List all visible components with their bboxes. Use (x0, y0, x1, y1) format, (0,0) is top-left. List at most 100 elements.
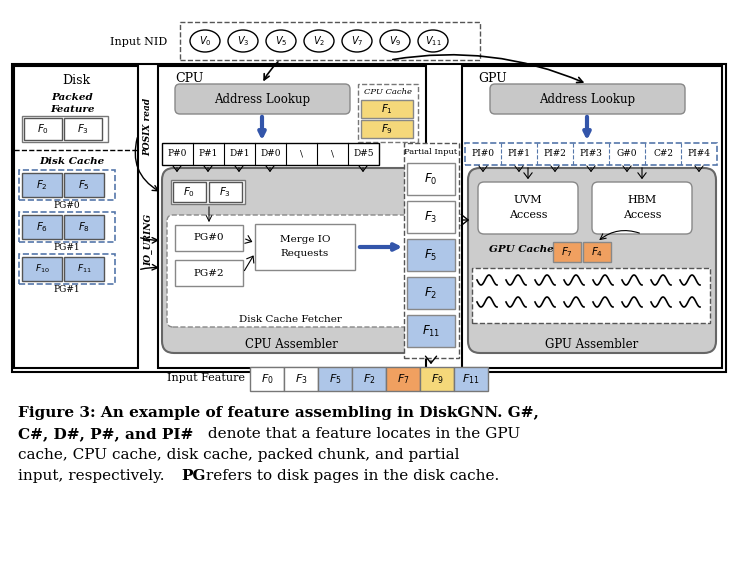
Text: $F_0$: $F_0$ (261, 372, 273, 386)
Bar (22, 173, 62, 197)
Text: Disk Cache: Disk Cache (40, 157, 105, 165)
Bar (386, 367, 420, 391)
Text: $F_2$: $F_2$ (36, 178, 48, 192)
Text: Partial Input: Partial Input (404, 148, 457, 156)
Bar (19, 212, 115, 242)
Text: GPU Cache: GPU Cache (489, 245, 553, 255)
Bar (12, 64, 726, 372)
Text: $F_3$: $F_3$ (77, 122, 89, 136)
Text: PG#1: PG#1 (54, 285, 80, 294)
Text: PG#0: PG#0 (54, 200, 80, 210)
Text: $F_5$: $F_5$ (424, 248, 437, 263)
Text: CPU Cache: CPU Cache (364, 88, 412, 96)
Bar (361, 120, 413, 138)
Bar (175, 225, 243, 251)
Text: $F_{11}$: $F_{11}$ (76, 263, 91, 275)
Text: C#, D#, P#, and PI#: C#, D#, P#, and PI# (18, 427, 193, 441)
Text: $F_6$: $F_6$ (36, 220, 48, 234)
Bar (358, 84, 418, 142)
Text: $F_1$: $F_1$ (381, 102, 393, 116)
Text: PG: PG (181, 469, 206, 483)
Bar (171, 180, 245, 204)
Text: $F_5$: $F_5$ (329, 372, 341, 386)
FancyBboxPatch shape (167, 215, 412, 327)
Text: Input NID: Input NID (110, 37, 167, 47)
Ellipse shape (342, 30, 372, 52)
Text: Disk: Disk (62, 74, 90, 86)
Bar (180, 22, 480, 60)
Text: Address Lookup: Address Lookup (539, 93, 635, 105)
Text: $V_2$: $V_2$ (313, 34, 325, 48)
Bar (64, 257, 104, 281)
Text: Packed: Packed (51, 93, 93, 101)
FancyBboxPatch shape (162, 168, 420, 353)
Bar (250, 367, 284, 391)
Text: $F_2$: $F_2$ (363, 372, 375, 386)
Text: PI#0: PI#0 (471, 150, 495, 158)
Text: UVM: UVM (514, 195, 542, 205)
Text: Access: Access (509, 210, 548, 220)
Bar (472, 268, 710, 323)
Text: CPU Assembler: CPU Assembler (244, 338, 338, 351)
Text: $V_5$: $V_5$ (275, 34, 287, 48)
Text: $V_9$: $V_9$ (389, 34, 401, 48)
Bar (19, 170, 115, 200)
Bar (22, 116, 108, 142)
Text: GPU: GPU (478, 71, 506, 85)
Text: $F_2$: $F_2$ (424, 286, 437, 301)
FancyBboxPatch shape (490, 84, 685, 114)
Text: D#0: D#0 (261, 150, 280, 158)
Bar (14, 66, 138, 368)
Bar (64, 215, 104, 239)
Text: $F_7$: $F_7$ (561, 245, 573, 259)
Bar (175, 260, 243, 286)
Text: $F_8$: $F_8$ (78, 220, 90, 234)
Text: $F_0$: $F_0$ (37, 122, 49, 136)
Bar (19, 254, 115, 284)
Bar (318, 367, 352, 391)
Bar (22, 215, 62, 239)
Text: Merge IO: Merge IO (280, 236, 330, 244)
Text: \: \ (300, 150, 303, 158)
Text: PG#1: PG#1 (54, 242, 80, 252)
Bar (158, 66, 426, 368)
Ellipse shape (228, 30, 258, 52)
Bar (407, 239, 455, 271)
Text: $F_{11}$: $F_{11}$ (462, 372, 480, 386)
Bar (284, 367, 318, 391)
Text: refers to disk pages in the disk cache.: refers to disk pages in the disk cache. (201, 469, 499, 483)
Text: PI#1: PI#1 (507, 150, 531, 158)
Ellipse shape (304, 30, 334, 52)
Bar (454, 367, 488, 391)
Text: $F_9$: $F_9$ (431, 372, 443, 386)
Bar (255, 224, 355, 270)
Text: $V_{11}$: $V_{11}$ (425, 34, 441, 48)
Bar (407, 201, 455, 233)
Text: POSIX read: POSIX read (144, 98, 153, 156)
Bar (162, 143, 379, 165)
Text: Feature: Feature (50, 104, 94, 113)
Text: $F_3$: $F_3$ (424, 210, 437, 225)
Text: $F_7$: $F_7$ (396, 372, 410, 386)
Text: $V_0$: $V_0$ (199, 34, 211, 48)
Text: Access: Access (622, 210, 661, 220)
Bar (404, 143, 459, 358)
Text: C#2: C#2 (653, 150, 673, 158)
Text: $F_5$: $F_5$ (78, 178, 90, 192)
Text: G#0: G#0 (617, 150, 637, 158)
Text: PI#4: PI#4 (688, 150, 711, 158)
Text: Figure 3: An example of feature assembling in DiskGNN. G#,: Figure 3: An example of feature assembli… (18, 406, 539, 420)
Bar (462, 66, 722, 368)
Bar (352, 367, 386, 391)
Text: $F_3$: $F_3$ (294, 372, 308, 386)
Bar (407, 163, 455, 195)
Text: D#5: D#5 (353, 150, 374, 158)
Text: $F_4$: $F_4$ (591, 245, 603, 259)
Text: Requests: Requests (281, 249, 329, 259)
Text: $V_3$: $V_3$ (237, 34, 250, 48)
Bar (24, 118, 62, 140)
FancyBboxPatch shape (592, 182, 692, 234)
Text: $V_7$: $V_7$ (351, 34, 363, 48)
Text: PG#0: PG#0 (194, 233, 225, 242)
Text: cache, CPU cache, disk cache, packed chunk, and partial: cache, CPU cache, disk cache, packed chu… (18, 448, 459, 462)
